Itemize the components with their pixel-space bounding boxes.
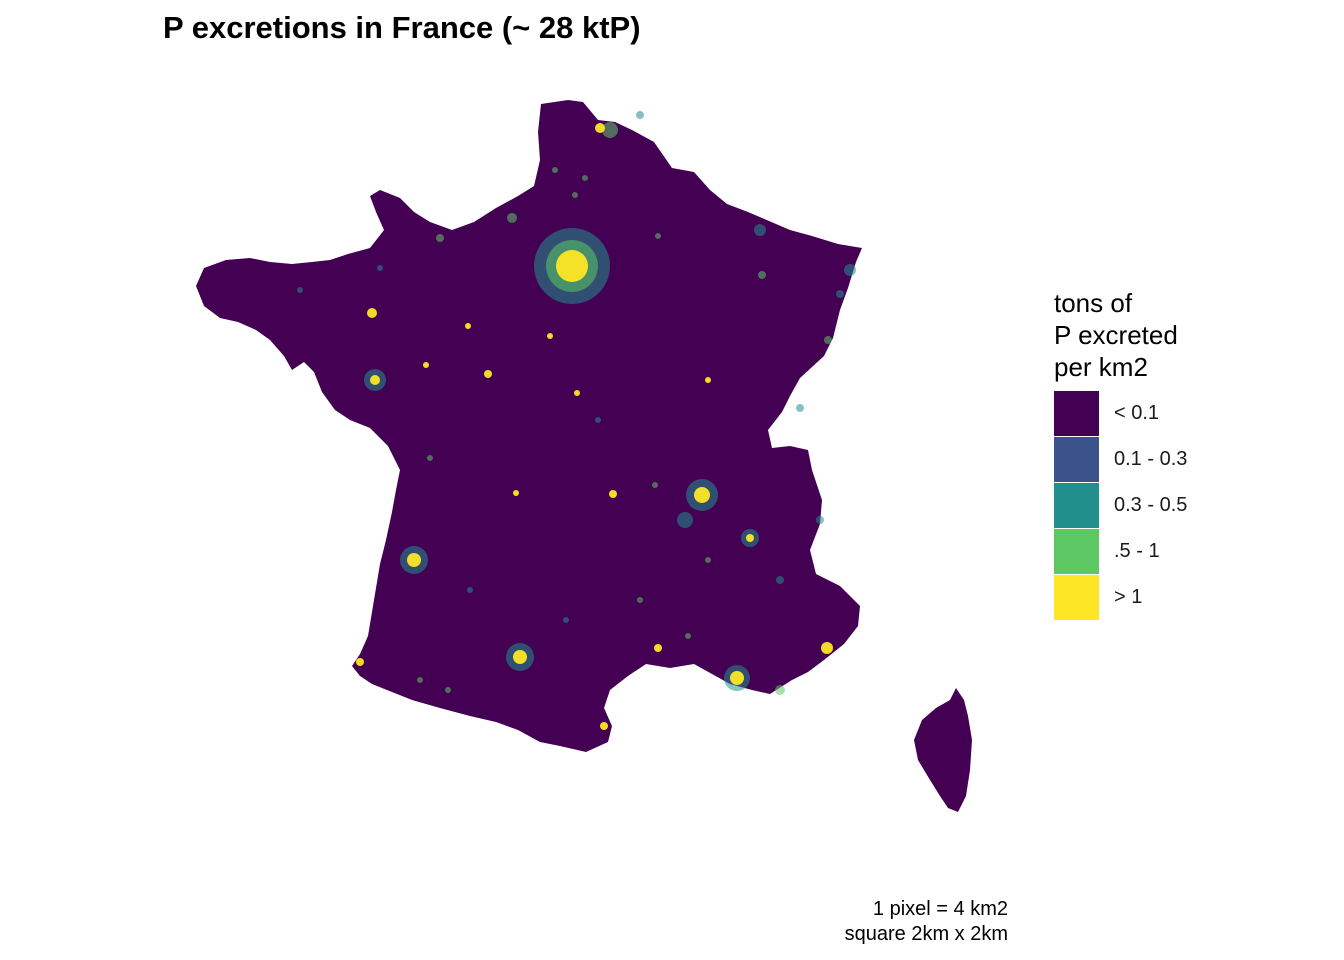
hotspot [776, 576, 784, 584]
legend-item: 0.1 - 0.3 [1054, 436, 1187, 482]
hotspot [600, 722, 608, 730]
hotspot [637, 597, 643, 603]
hotspot [297, 287, 303, 293]
hotspot [609, 490, 617, 498]
hotspot [367, 308, 377, 318]
map-caption: 1 pixel = 4 km2 square 2km x 2km [844, 898, 1008, 945]
hotspot [513, 650, 527, 664]
hotspot [377, 265, 383, 271]
hotspot [563, 617, 569, 623]
hotspot [552, 167, 558, 173]
legend-swatch [1054, 436, 1099, 482]
hotspot [370, 375, 380, 385]
hotspot [824, 336, 832, 344]
hotspot [821, 642, 833, 654]
hotspot [746, 534, 754, 542]
legend-item: > 1 [1054, 574, 1187, 620]
hotspot [685, 633, 691, 639]
hotspot [754, 224, 766, 236]
hotspot [694, 487, 710, 503]
legend-swatch [1054, 482, 1099, 528]
hotspot [445, 687, 451, 693]
legend-label: > 1 [1114, 585, 1143, 608]
hotspot [436, 234, 444, 242]
hotspot [407, 553, 421, 567]
legend-swatch [1054, 574, 1099, 620]
legend: tons of P excreted per km2 < 0.1 0.1 - 0… [1054, 287, 1187, 620]
hotspot [574, 390, 580, 396]
hotspot [507, 213, 517, 223]
hotspot [636, 111, 644, 119]
legend-title: tons of P excreted per km2 [1054, 288, 1178, 382]
hotspot [465, 323, 471, 329]
urban-hotspots [297, 111, 856, 730]
legend-label: .5 - 1 [1114, 539, 1160, 562]
hotspot [602, 122, 618, 138]
hotspot [556, 250, 588, 282]
hotspot [423, 362, 429, 368]
hotspot [836, 290, 844, 298]
legend-swatch [1054, 390, 1099, 436]
corsica [914, 688, 972, 812]
legend-label: 0.1 - 0.3 [1114, 447, 1188, 470]
hotspot [652, 482, 658, 488]
hotspot [730, 671, 744, 685]
hotspot [484, 370, 492, 378]
legend-item: 0.3 - 0.5 [1054, 482, 1187, 528]
mainland-france [196, 100, 862, 752]
hotspot [356, 658, 364, 666]
hotspot [705, 557, 711, 563]
hotspot [427, 455, 433, 461]
hotspot [513, 490, 519, 496]
legend-item: < 0.1 [1054, 390, 1187, 436]
hotspot [775, 685, 785, 695]
hotspot [547, 333, 553, 339]
hotspot [572, 192, 578, 198]
hotspot [595, 123, 605, 133]
hotspot [796, 404, 804, 412]
hotspot [655, 233, 661, 239]
chart-title: P excretions in France (~ 28 ktP) [163, 10, 641, 45]
hotspot [705, 377, 711, 383]
hotspot [677, 512, 693, 528]
hotspot [758, 271, 766, 279]
legend-item: .5 - 1 [1054, 528, 1187, 574]
legend-label: < 0.1 [1114, 401, 1160, 424]
hotspot [816, 516, 824, 524]
hotspot [595, 417, 601, 423]
hotspot [654, 644, 662, 652]
hotspot [844, 264, 856, 276]
hotspot [467, 587, 473, 593]
legend-swatch [1054, 528, 1099, 574]
hotspot [417, 677, 423, 683]
hotspot [582, 175, 588, 181]
legend-label: 0.3 - 0.5 [1114, 493, 1188, 516]
